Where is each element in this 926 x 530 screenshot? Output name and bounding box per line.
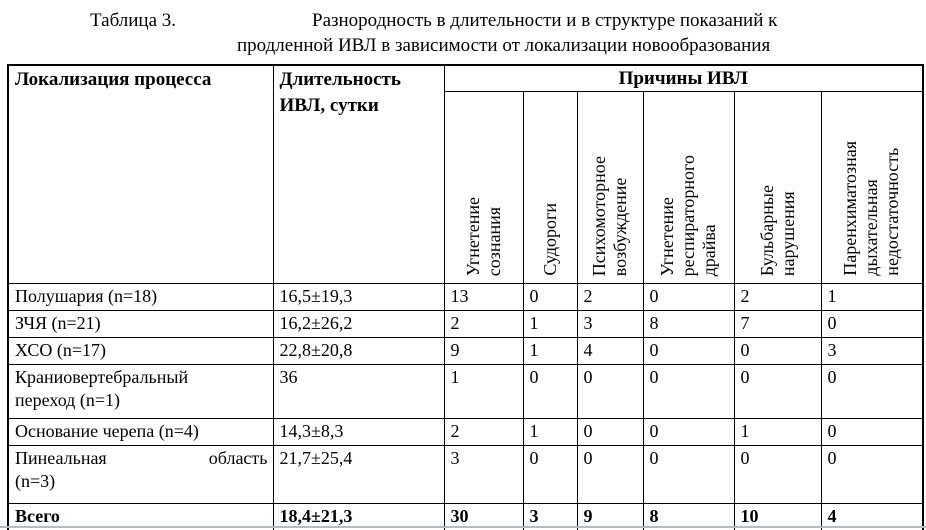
cause-header-seizures: Судороги bbox=[522, 91, 578, 284]
location-cell: Пинеальная область (n=3) bbox=[7, 445, 274, 504]
cause-count-cell: 2 bbox=[443, 418, 524, 446]
cause-count-cell: 0 bbox=[576, 364, 644, 419]
duration-cell: 14,3±8,3 bbox=[272, 418, 445, 446]
cause-count-cell: 2 bbox=[576, 283, 644, 311]
causes-group-header: Причины ИВЛ bbox=[443, 64, 924, 92]
duration-cell: 22,8±20,8 bbox=[272, 337, 445, 365]
cause-header-respiratory-drive-label: Угнетение респираторного драйва bbox=[657, 154, 719, 276]
duration-cell: 16,5±19,3 bbox=[272, 283, 445, 311]
cause-header-psychomotor: Психомоторное возбуждение bbox=[576, 91, 644, 284]
cause-header-parenchymal: Паренхиматозная дыхательная недостаточно… bbox=[820, 91, 924, 284]
cause-count-cell: 0 bbox=[820, 364, 924, 419]
cause-header-consciousness-label: Угнетение сознания bbox=[462, 196, 504, 276]
cause-count-cell: 0 bbox=[642, 337, 735, 365]
cause-header-parenchymal-label: Паренхиматозная дыхательная недостаточно… bbox=[840, 141, 903, 276]
cause-count-cell: 0 bbox=[820, 310, 924, 338]
cause-count-cell: 8 bbox=[642, 310, 735, 338]
table-row: ЗЧЯ (n=21) 16,2±26,2 2 1 3 8 7 0 bbox=[7, 310, 924, 338]
duration-cell: 18,4±21,3 bbox=[272, 503, 445, 530]
location-cell: Всего bbox=[7, 503, 274, 530]
cause-count-cell: 3 bbox=[820, 337, 924, 365]
location-cell: ХСО (n=17) bbox=[7, 337, 274, 365]
cause-count-cell: 1 bbox=[522, 310, 578, 338]
table-row: Основание черепа (n=4) 14,3±8,3 2 1 0 0 1 0 bbox=[7, 418, 924, 446]
localization-column-header: Локализация процесса bbox=[7, 64, 274, 284]
table-header: Локализация процесса Длительность ИВЛ, с… bbox=[7, 64, 924, 284]
cause-count-cell: 2 bbox=[733, 283, 822, 311]
cause-count-cell: 0 bbox=[642, 283, 735, 311]
cause-header-consciousness: Угнетение сознания bbox=[443, 91, 524, 284]
duration-cell: 21,7±25,4 bbox=[272, 445, 445, 504]
cause-count-cell: 8 bbox=[642, 503, 735, 530]
cause-count-cell: 0 bbox=[820, 418, 924, 446]
cause-count-cell: 2 bbox=[443, 310, 524, 338]
table-title-line2: продленной ИВЛ в зависимости от локализа… bbox=[237, 35, 771, 56]
cause-count-cell: 7 bbox=[733, 310, 822, 338]
cause-header-psychomotor-label: Психомоторное возбуждение bbox=[589, 155, 630, 276]
cause-count-cell: 9 bbox=[576, 503, 644, 530]
cause-count-cell: 0 bbox=[733, 337, 822, 365]
cause-count-cell: 3 bbox=[443, 445, 524, 504]
table-row: Пинеальная область (n=3) 21,7±25,4 3 0 0 0 0 0 bbox=[7, 445, 924, 504]
table-row: Всего 18,4±21,3 30 3 9 8 10 4 bbox=[7, 503, 924, 530]
header-row-top: Локализация процесса Длительность ИВЛ, с… bbox=[7, 64, 924, 284]
location-cell: ЗЧЯ (n=21) bbox=[7, 310, 274, 338]
duration-cell: 16,2±26,2 bbox=[272, 310, 445, 338]
cause-count-cell: 0 bbox=[642, 445, 735, 504]
cause-count-cell: 13 bbox=[443, 283, 524, 311]
cause-count-cell: 0 bbox=[642, 418, 735, 446]
cause-count-cell: 4 bbox=[576, 337, 644, 365]
header-row-causes: Угнетение сознания Судороги Психомоторно… bbox=[8, 91, 924, 284]
cause-count-cell: 1 bbox=[820, 283, 924, 311]
cause-count-cell: 0 bbox=[733, 364, 822, 419]
table-row: Краниовертебральный переход (n=1) 36 1 0 0 0 0… bbox=[7, 364, 924, 419]
cause-count-cell: 0 bbox=[576, 418, 644, 446]
location-cell: Краниовертебральный переход (n=1) bbox=[7, 364, 274, 419]
duration-column-header: Длительность ИВЛ, сутки bbox=[272, 64, 445, 284]
table-row: Полушария (n=18) 16,5±19,3 13 0 2 0 2 1 bbox=[7, 283, 924, 311]
table-row: ХСО (n=17) 22,8±20,8 9 1 4 0 0 3 bbox=[7, 337, 924, 365]
cause-count-cell: 0 bbox=[522, 283, 578, 311]
cause-count-cell: 10 bbox=[733, 503, 822, 530]
cause-count-cell: 1 bbox=[522, 337, 578, 365]
cause-count-cell: 1 bbox=[443, 364, 524, 419]
cause-header-bulbar-label: Бульбарные нарушения bbox=[756, 184, 798, 276]
cause-header-respiratory-drive: Угнетение респираторного драйва bbox=[642, 91, 735, 284]
cause-count-cell: 3 bbox=[522, 503, 578, 530]
cause-count-cell: 1 bbox=[733, 418, 822, 446]
cause-count-cell: 0 bbox=[642, 364, 735, 419]
location-cell: Основание черепа (n=4) bbox=[7, 418, 274, 446]
table-caption-label: Таблица 3. bbox=[90, 10, 177, 31]
cause-count-cell: 3 bbox=[576, 310, 644, 338]
table-title-line1: Разнородность в длительности и в структу… bbox=[312, 10, 778, 31]
duration-cell: 36 bbox=[272, 364, 445, 419]
cause-header-seizures-label: Судороги bbox=[539, 203, 560, 276]
cause-count-cell: 0 bbox=[522, 364, 578, 419]
cause-header-bulbar: Бульбарные нарушения bbox=[733, 91, 822, 284]
cause-count-cell: 0 bbox=[820, 445, 924, 504]
cause-count-cell: 1 bbox=[522, 418, 578, 446]
cause-count-cell: 0 bbox=[733, 445, 822, 504]
ivl-localization-table: Локализация процесса Длительность ИВЛ, с… bbox=[7, 64, 924, 530]
table-body: Полушария (n=18) 16,5±19,3 13 0 2 0 2 1 ЗЧЯ (n=2… bbox=[7, 283, 924, 530]
cause-count-cell: 9 bbox=[443, 337, 524, 365]
cause-count-cell: 0 bbox=[522, 445, 578, 504]
cause-count-cell: 4 bbox=[820, 503, 924, 530]
page-bottom-rule bbox=[0, 526, 926, 528]
location-cell: Полушария (n=18) bbox=[7, 283, 274, 311]
cause-count-cell: 0 bbox=[576, 445, 644, 504]
